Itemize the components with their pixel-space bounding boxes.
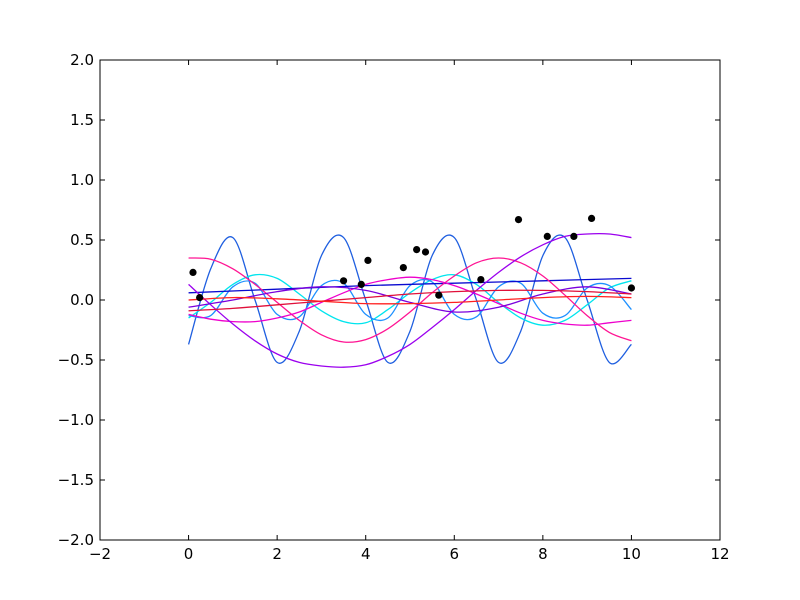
y-tick-label: 1.5 — [70, 111, 94, 129]
ticks-layer: −2 0 2 4 6 8 10 12 −2.0 −1.5 −1.0 −0.5 0.0 0.5 1.0 1.5 2… — [58, 51, 730, 563]
data-point — [413, 246, 421, 254]
data-point — [587, 214, 596, 222]
series-line-6 — [188, 276, 632, 326]
y-tick-label: 0.0 — [70, 291, 94, 309]
data-point — [421, 248, 430, 256]
series-line-1 — [187, 234, 632, 365]
data-point — [543, 232, 551, 240]
points-layer — [189, 214, 636, 302]
x-tick-label: 10 — [622, 545, 641, 563]
x-tick-label: 12 — [710, 545, 729, 563]
series-line-4 — [188, 277, 632, 294]
data-point — [514, 216, 523, 224]
x-tick-label: 8 — [538, 545, 548, 563]
data-point — [399, 264, 407, 272]
data-point — [570, 232, 578, 240]
series-line-3 — [188, 278, 632, 322]
y-tick-label: 0.5 — [70, 231, 94, 249]
series-line-9 — [188, 289, 632, 312]
x-tick-label: 4 — [361, 545, 371, 563]
series-line-10 — [188, 295, 632, 305]
series-line-5 — [188, 257, 632, 343]
series-line-7 — [188, 232, 632, 368]
data-point — [339, 277, 348, 285]
data-point — [364, 256, 372, 264]
y-tick-label: 2.0 — [70, 51, 94, 69]
data-point — [357, 280, 365, 288]
data-point — [196, 294, 204, 302]
x-tick-label: 6 — [450, 545, 460, 563]
x-tick-label: −2 — [89, 545, 111, 563]
y-tick-label: −1.5 — [58, 471, 94, 489]
x-tick-label: 0 — [184, 545, 194, 563]
x-tick-label: 2 — [272, 545, 282, 563]
data-point — [435, 291, 443, 299]
data-point — [627, 284, 636, 292]
y-tick-label: −0.5 — [58, 351, 94, 369]
data-point — [477, 276, 485, 284]
series-layer — [187, 232, 632, 368]
y-tick-label: −2.0 — [58, 531, 94, 549]
y-tick-label: −1.0 — [58, 411, 94, 429]
y-tick-label: 1.0 — [70, 171, 94, 189]
data-point — [189, 268, 197, 276]
